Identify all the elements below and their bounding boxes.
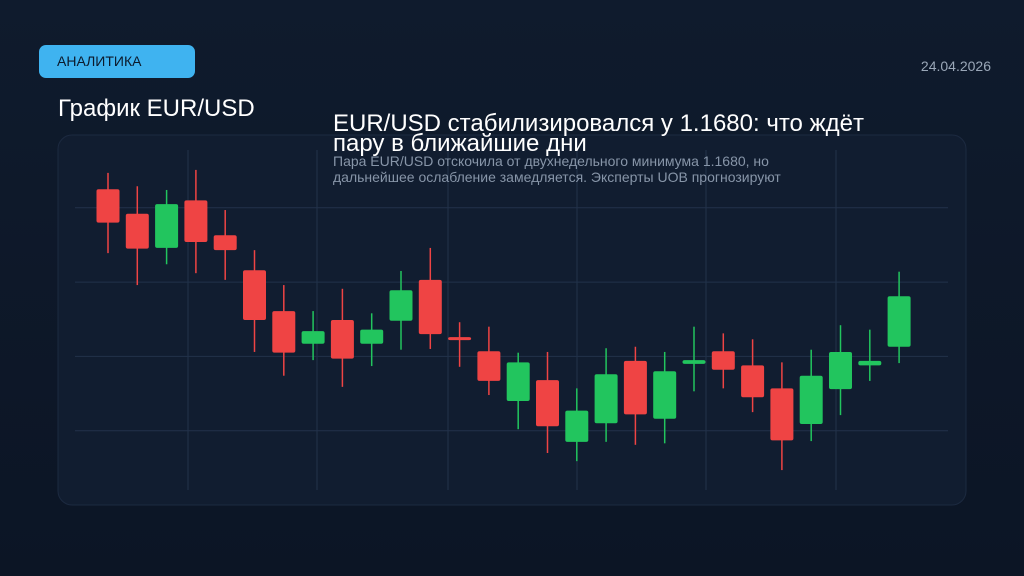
candle-body (711, 351, 735, 370)
candle-body (741, 365, 765, 398)
candle-body (96, 189, 120, 223)
candle-body (418, 279, 442, 335)
headline: EUR/USD стабилизировался у 1.1680: что ж… (333, 110, 864, 157)
candle-body (829, 351, 852, 390)
badge: АНАЛИТИКА (39, 45, 195, 78)
summary: Пара EUR/USD отскочила от двухнедельного… (333, 153, 781, 185)
candle-body (155, 204, 179, 248)
candle-body (536, 380, 559, 427)
vertical-grid (187, 150, 837, 490)
candle-body (272, 311, 296, 353)
candle-body (594, 374, 618, 424)
candle-body (125, 213, 149, 249)
candle-body (770, 388, 794, 441)
candle-body (799, 375, 823, 425)
candle-body (184, 200, 208, 242)
candle-body (653, 371, 677, 419)
candle-body (565, 410, 589, 442)
date: 24.04.2026 (920, 58, 991, 74)
candle-body (887, 296, 911, 347)
candle-body (243, 270, 266, 320)
candle-body (389, 290, 413, 321)
candle-body (213, 235, 237, 251)
candle-body (448, 337, 472, 341)
candle-body (506, 362, 530, 401)
candle-body (623, 360, 647, 415)
candle-body (682, 360, 706, 364)
candle-body (360, 329, 384, 344)
candle-body (301, 331, 325, 344)
candle-body (477, 351, 501, 381)
candle-body (858, 360, 882, 366)
candle-body (330, 319, 354, 359)
chart-panel (57, 134, 967, 506)
chart-title: График EUR/USD (58, 95, 255, 122)
